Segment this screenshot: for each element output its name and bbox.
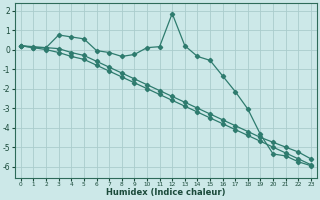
X-axis label: Humidex (Indice chaleur): Humidex (Indice chaleur) <box>106 188 226 197</box>
